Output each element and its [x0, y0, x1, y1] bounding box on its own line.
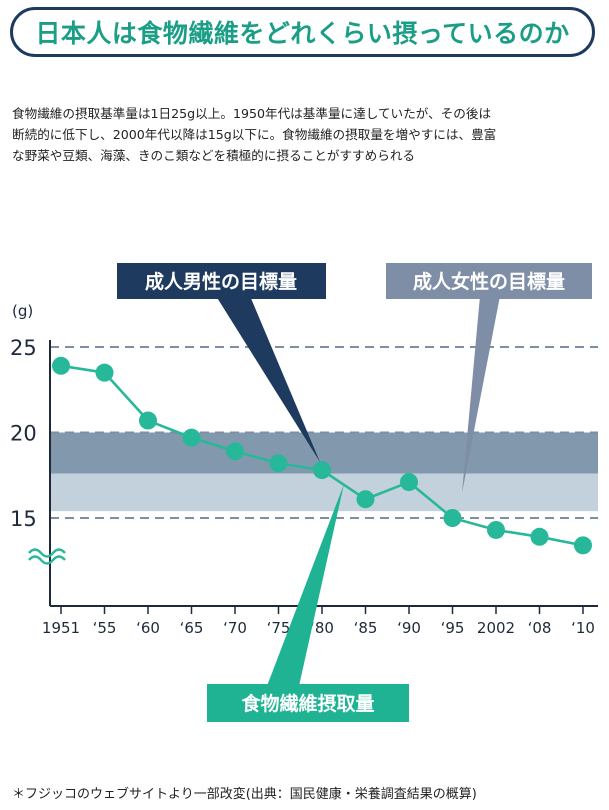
x-tick-label: 2002 [477, 619, 515, 637]
title-box: 日本人は食物繊維をどれくらい摂っているのか [10, 7, 595, 57]
female-target-band [50, 473, 598, 512]
x-tick-label: ‘90 [397, 619, 421, 637]
data-point [574, 536, 592, 555]
male-callout-pointer [216, 296, 320, 462]
x-tick-label: ‘08 [528, 619, 552, 637]
y-tick-label: 20 [10, 422, 37, 446]
x-tick-label: ‘65 [180, 619, 204, 637]
footnote: ＊フジッコのウェブサイトより一部改変(出典：国民健康・栄養調査結果の概算) [12, 787, 477, 802]
data-point [139, 411, 157, 430]
description: 食物繊維の摂取基準量は1日25g以上。1950年代は基準量に達していたが、その後… [12, 103, 597, 166]
series-label: 食物繊維摂取量 [241, 692, 374, 715]
x-tick-label: 1951 [42, 619, 80, 637]
data-point [443, 509, 462, 527]
female-label-box [386, 263, 592, 299]
x-tick-label: ‘95 [441, 619, 465, 637]
data-point [487, 520, 505, 539]
x-tick-label: ‘10 [571, 619, 595, 637]
data-point [356, 490, 375, 509]
line-chart: 25 20 15 (g) 1951 ‘55 ‘60 ‘65 ‘70 ‘75 ‘80 ‘85 ‘90 ‘95… [10, 263, 598, 722]
axis-break-icon [28, 548, 66, 558]
x-tick-label: ‘60 [136, 619, 160, 637]
x-tick-label: ‘55 [93, 619, 117, 637]
page-title: 日本人は食物繊維をどれくらい摂っているのか [35, 19, 570, 48]
data-point [313, 461, 331, 480]
description-line: 断続的に低下し、2000年代以降は15g以下に。食物繊維の摂取量を増やすには、豊… [12, 127, 497, 142]
male-target-label: 成人男性の目標量 [145, 270, 297, 293]
data-point [95, 363, 114, 382]
series-label-box [207, 684, 409, 722]
x-tick-label: ‘80 [310, 619, 334, 637]
y-tick-label: 25 [10, 336, 37, 360]
data-point [52, 356, 70, 375]
male-label-box [117, 263, 326, 299]
description-line: な野菜や豆類、海藻、きのこ類などを積極的に摂ることがすすめられる [12, 148, 415, 163]
x-tick-label: ‘85 [354, 619, 378, 637]
data-point [400, 473, 418, 492]
data-point [269, 454, 288, 473]
data-point [182, 428, 201, 447]
female-target-label: 成人女性の目標量 [413, 270, 565, 293]
axis-break-icon [28, 555, 66, 565]
data-point [226, 442, 244, 461]
description-line: 食物繊維の摂取基準量は1日25g以上。1950年代は基準量に達していたが、その後… [12, 106, 492, 121]
data-point [530, 527, 549, 546]
y-tick-label: 15 [10, 507, 37, 531]
series-callout-pointer [267, 484, 344, 686]
female-callout-pointer [462, 296, 500, 493]
y-axis-label: (g) [12, 302, 33, 320]
x-tick-label: ‘75 [267, 619, 291, 637]
x-tick-label: ‘70 [223, 619, 247, 637]
